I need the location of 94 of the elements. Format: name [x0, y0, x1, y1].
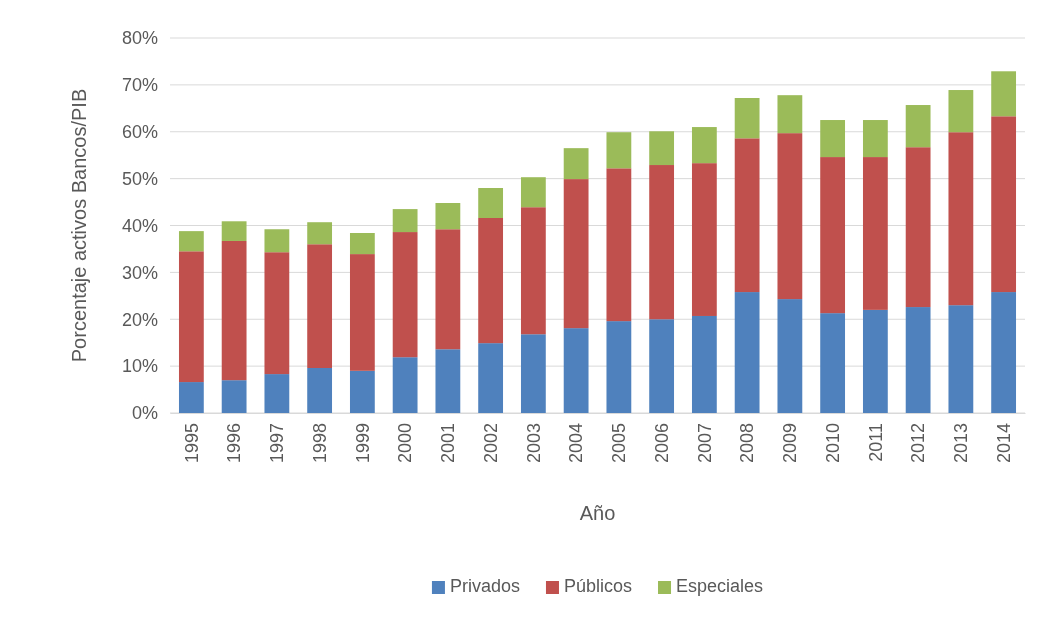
x-tick-label: 1996 — [224, 423, 245, 464]
bar — [820, 313, 846, 413]
x-tick-label: 2010 — [822, 423, 843, 464]
bar — [905, 105, 931, 148]
x-tick-label: 2004 — [566, 423, 587, 464]
bar — [307, 244, 333, 368]
bar — [777, 95, 803, 134]
x-tick-label: 1997 — [267, 423, 288, 464]
bar — [178, 231, 204, 252]
bar — [862, 120, 888, 158]
x-tick-label: 1995 — [181, 423, 202, 464]
bar — [606, 168, 632, 322]
bar — [948, 90, 974, 133]
bar — [221, 380, 247, 413]
bar — [520, 177, 546, 208]
bar — [991, 116, 1017, 293]
x-tick-label: 2001 — [438, 423, 459, 464]
x-tick-label: 2014 — [993, 423, 1014, 464]
legend-label: Especiales — [676, 576, 764, 596]
x-tick-label: 2002 — [480, 423, 501, 464]
bar — [307, 222, 333, 245]
y-tick-label: 80% — [121, 28, 158, 49]
legend-label: Públicos — [563, 576, 633, 596]
bar — [435, 229, 461, 350]
x-tick-label: 1998 — [309, 423, 330, 464]
bar — [563, 148, 589, 180]
bar — [820, 120, 846, 158]
bar — [734, 138, 760, 293]
bar — [777, 299, 803, 413]
bar — [435, 203, 461, 230]
bar — [307, 368, 333, 413]
bar — [392, 209, 418, 233]
y-tick-label: 70% — [121, 75, 158, 96]
y-tick-label: 30% — [121, 262, 158, 283]
bar — [264, 229, 290, 253]
bar — [221, 221, 247, 241]
bar — [349, 233, 375, 255]
bar — [221, 240, 247, 381]
y-tick-label: 0% — [131, 403, 158, 424]
bar — [649, 131, 675, 166]
bar — [862, 309, 888, 413]
bar — [435, 349, 461, 413]
bar — [563, 179, 589, 329]
bar — [777, 133, 803, 300]
y-axis-title: Porcentaje activos Bancos/PIB — [68, 88, 90, 363]
y-tick-label: 20% — [121, 309, 158, 330]
bar — [691, 163, 717, 316]
bar — [178, 382, 204, 413]
bar — [349, 254, 375, 371]
bar — [606, 132, 632, 169]
x-tick-label: 2003 — [523, 423, 544, 464]
bar — [820, 157, 846, 314]
y-tick-label: 50% — [121, 168, 158, 189]
y-tick-label: 10% — [121, 356, 158, 377]
x-tick-label: 2013 — [951, 423, 972, 464]
bar — [178, 251, 204, 383]
bar — [478, 188, 504, 218]
x-tick-label: 2011 — [865, 423, 886, 462]
x-tick-label: 2007 — [694, 423, 715, 464]
bar — [905, 147, 931, 308]
bar — [264, 374, 290, 413]
x-tick-label: 2006 — [651, 423, 672, 464]
bar — [478, 218, 504, 344]
x-axis-title: Año — [579, 502, 616, 524]
bar — [734, 98, 760, 139]
bar — [606, 321, 632, 413]
legend-label: Privados — [449, 576, 520, 596]
x-tick-label: 2000 — [395, 423, 416, 464]
bar — [691, 315, 717, 413]
y-tick-label: 40% — [121, 215, 158, 236]
bar — [991, 292, 1017, 413]
bar — [349, 370, 375, 413]
x-tick-label: 2005 — [609, 423, 630, 464]
bar — [649, 319, 675, 413]
bar — [948, 305, 974, 413]
bar — [520, 207, 546, 335]
bar — [563, 328, 589, 413]
bar — [691, 127, 717, 164]
bar — [264, 252, 290, 375]
bar — [392, 357, 418, 413]
x-tick-label: 1999 — [352, 423, 373, 464]
bar — [649, 165, 675, 320]
bar — [862, 157, 888, 310]
x-tick-label: 2009 — [780, 423, 801, 464]
bar — [905, 307, 931, 413]
bar — [991, 71, 1017, 117]
bar — [520, 334, 546, 413]
x-tick-label: 2012 — [908, 423, 929, 464]
bar — [948, 132, 974, 306]
x-tick-label: 2008 — [737, 423, 758, 464]
bar — [734, 292, 760, 413]
y-tick-label: 60% — [121, 122, 158, 143]
bar — [478, 343, 504, 413]
bar — [392, 232, 418, 358]
